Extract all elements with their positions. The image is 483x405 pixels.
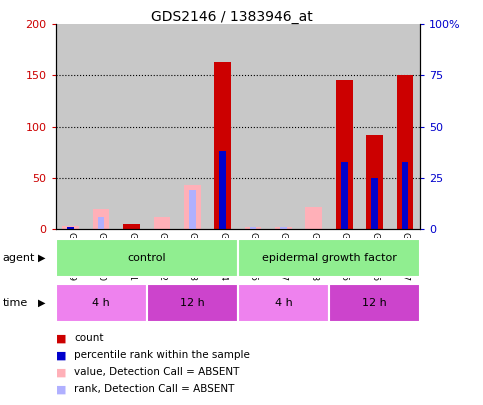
Bar	[280, 227, 287, 229]
Text: epidermal growth factor: epidermal growth factor	[262, 253, 397, 263]
Text: 12 h: 12 h	[362, 298, 387, 308]
Text: ▶: ▶	[38, 253, 45, 263]
Bar	[329, 284, 420, 322]
Text: ■: ■	[56, 384, 66, 394]
Bar	[219, 151, 226, 229]
Text: ■: ■	[56, 350, 66, 360]
Bar	[98, 217, 104, 229]
Bar	[189, 190, 196, 229]
Text: agent: agent	[2, 253, 35, 263]
Bar	[397, 75, 413, 229]
Bar	[250, 227, 256, 229]
Bar	[371, 178, 378, 229]
Bar	[275, 227, 292, 229]
Bar	[245, 227, 261, 229]
Text: time: time	[2, 298, 28, 308]
Text: GDS2146 / 1383946_at: GDS2146 / 1383946_at	[151, 10, 313, 24]
Bar	[366, 135, 383, 229]
Text: 12 h: 12 h	[180, 298, 205, 308]
Bar	[56, 284, 147, 322]
Bar	[56, 239, 238, 277]
Text: 4 h: 4 h	[92, 298, 110, 308]
Bar	[123, 226, 140, 229]
Text: value, Detection Call = ABSENT: value, Detection Call = ABSENT	[74, 367, 239, 377]
Bar	[336, 79, 353, 229]
Bar	[341, 162, 348, 229]
Bar	[62, 226, 79, 229]
Text: count: count	[74, 333, 103, 343]
Bar	[305, 207, 322, 229]
Bar	[238, 239, 420, 277]
Bar	[402, 162, 408, 229]
Text: ▶: ▶	[38, 298, 45, 308]
Bar	[123, 224, 140, 229]
Text: rank, Detection Call = ABSENT: rank, Detection Call = ABSENT	[74, 384, 234, 394]
Text: ■: ■	[56, 333, 66, 343]
Text: 4 h: 4 h	[275, 298, 292, 308]
Bar	[68, 227, 74, 229]
Bar	[184, 185, 200, 229]
Text: percentile rank within the sample: percentile rank within the sample	[74, 350, 250, 360]
Bar	[93, 209, 110, 229]
Bar	[214, 62, 231, 229]
Bar	[68, 227, 74, 229]
Bar	[147, 284, 238, 322]
Bar	[238, 284, 329, 322]
Text: control: control	[128, 253, 166, 263]
Text: ■: ■	[56, 367, 66, 377]
Bar	[154, 217, 170, 229]
